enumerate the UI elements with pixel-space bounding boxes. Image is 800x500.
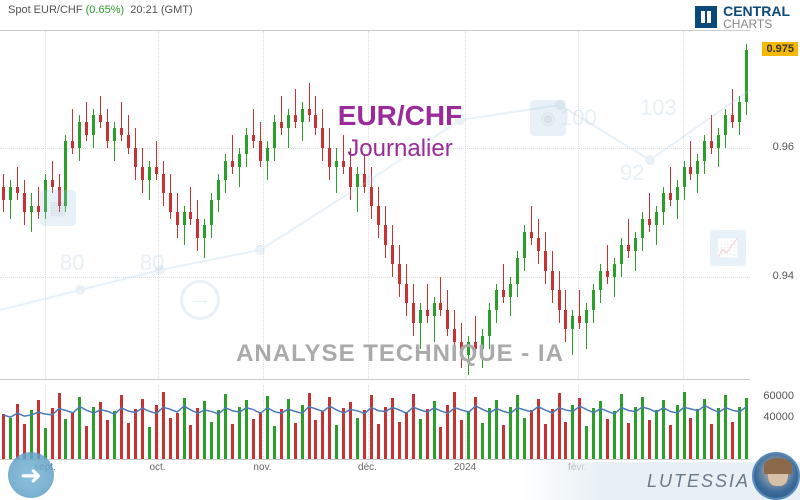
- bg-trend-icon: 📈: [710, 230, 746, 266]
- bg-number: 100: [560, 105, 597, 131]
- bg-number: 80: [140, 250, 164, 276]
- price-axis: 0.94 0.96 0.975: [750, 30, 800, 380]
- bg-number: 80: [60, 250, 84, 276]
- bg-arrow-icon: [180, 280, 220, 320]
- bg-number: 92: [620, 160, 644, 186]
- bg-chart-icon: ▦: [40, 190, 76, 226]
- price-tick: 0.96: [773, 141, 794, 153]
- symbol-label: Spot EUR/CHF: [8, 4, 83, 16]
- bg-number: 103: [640, 95, 677, 121]
- time-tick: 2024: [454, 462, 476, 473]
- chart-title: EUR/CHF: [338, 100, 462, 132]
- current-price-label: 0.975: [762, 42, 798, 56]
- volume-tick: 60000: [763, 390, 794, 402]
- background-line-decoration: [0, 30, 750, 380]
- logo-icon: [695, 6, 717, 28]
- volume-tick: 40000: [763, 411, 794, 423]
- volume-axis: 40000 60000: [750, 385, 800, 460]
- logo[interactable]: CENTRAL CHARTS: [695, 4, 790, 30]
- time-tick: déc.: [358, 462, 377, 473]
- time-label: 20:21 (GMT): [130, 4, 192, 16]
- avatar-icon[interactable]: [752, 452, 800, 500]
- header: Spot EUR/CHF (0.65%) 20:21 (GMT): [8, 4, 193, 16]
- watermark-text: ANALYSE TECHNIQUE - IA: [236, 340, 564, 368]
- chart-container: Spot EUR/CHF (0.65%) 20:21 (GMT) CENTRAL…: [0, 0, 800, 500]
- price-tick: 0.94: [773, 270, 794, 282]
- nav-arrow-button[interactable]: ➜: [8, 452, 54, 498]
- time-tick: nov.: [253, 462, 271, 473]
- time-tick: oct.: [149, 462, 165, 473]
- chart-subtitle: Journalier: [347, 135, 452, 163]
- volume-chart[interactable]: [0, 385, 750, 460]
- logo-text: CENTRAL CHARTS: [723, 4, 790, 30]
- pct-change: (0.65%): [86, 4, 125, 16]
